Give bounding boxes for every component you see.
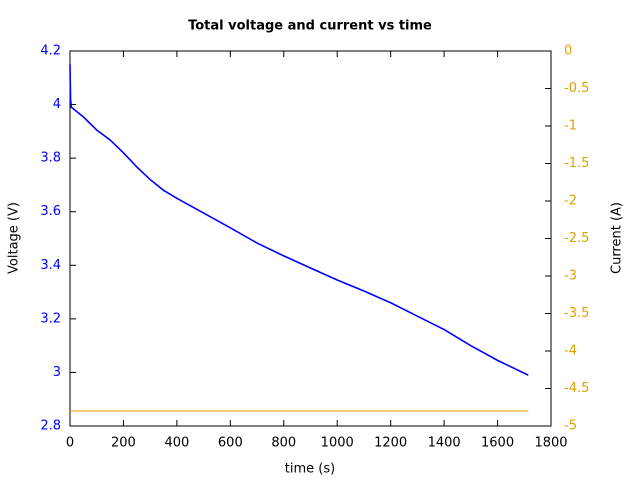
x-tick-label: 200 — [111, 436, 136, 451]
y2-tick-label: -2.5 — [564, 231, 589, 246]
x-tick-label: 800 — [271, 436, 296, 451]
y-axis-label: Voltage (V) — [7, 202, 22, 274]
y2-tick-label: -5 — [564, 419, 577, 434]
y2-axis-label: Current (A) — [610, 202, 625, 274]
y2-tick-label: -4 — [564, 344, 577, 359]
x-tick-label: 1600 — [481, 436, 514, 451]
y-tick-label: 3 — [53, 365, 61, 380]
chart-title: Total voltage and current vs time — [188, 19, 432, 34]
x-tick-label: 1800 — [534, 436, 567, 451]
y2-tick-label: -4.5 — [564, 381, 589, 396]
x-tick-label: 600 — [218, 436, 243, 451]
x-tick-label: 0 — [66, 436, 74, 451]
y-tick-label: 3.2 — [40, 311, 61, 326]
y2-tick-label: 0 — [564, 44, 572, 59]
y2-tick-label: -0.5 — [564, 81, 589, 96]
y2-tick-label: -1.5 — [564, 156, 589, 171]
y-tick-label: 4 — [53, 97, 61, 112]
x-tick-label: 1200 — [374, 436, 407, 451]
y-tick-label: 4.2 — [40, 44, 61, 59]
x-tick-label: 400 — [164, 436, 189, 451]
y2-tick-label: -2 — [564, 194, 577, 209]
y2-tick-label: -1 — [564, 119, 577, 134]
y-tick-label: 3.4 — [40, 258, 61, 273]
plot-frame — [69, 50, 552, 427]
x-tick-label: 1000 — [321, 436, 354, 451]
x-tick-label: 1400 — [428, 436, 461, 451]
series-line — [69, 64, 529, 376]
y-tick-label: 3.6 — [40, 204, 61, 219]
y-tick-label: 2.8 — [40, 419, 61, 434]
y2-tick-label: -3 — [564, 269, 577, 284]
y-tick-label: 3.8 — [40, 151, 61, 166]
y2-tick-label: -3.5 — [564, 306, 589, 321]
x-axis-label: time (s) — [285, 462, 335, 477]
